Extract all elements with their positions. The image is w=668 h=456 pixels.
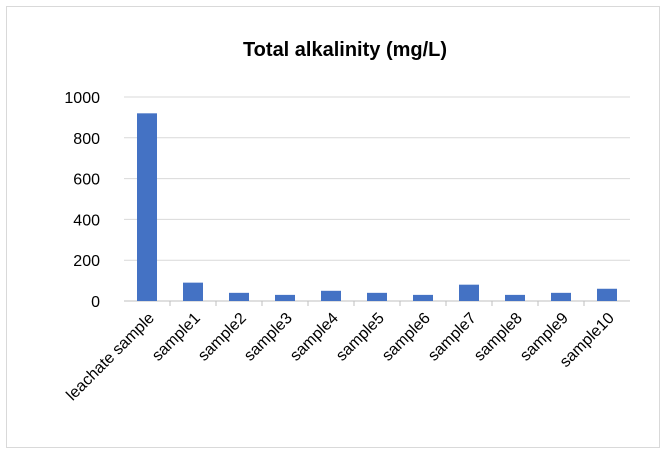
y-tick-label: 600 (73, 172, 100, 189)
bar-sample10 (597, 288, 617, 301)
x-tick-label: leachate sample (63, 310, 157, 404)
x-tick-label: sample7 (425, 310, 480, 365)
x-tick-label: sample5 (333, 310, 388, 365)
bar-sample5 (367, 292, 387, 301)
bar-sample8 (505, 294, 525, 301)
gridlines (124, 96, 630, 306)
x-tick-label: sample1 (149, 310, 204, 365)
y-tick-label: 1000 (64, 90, 100, 107)
y-axis-ticks: 0 200 400 600 800 1000 (64, 90, 100, 311)
bars (137, 113, 617, 301)
bar-sample6 (413, 294, 433, 301)
x-tick-label: sample4 (287, 310, 342, 365)
bar-sample7 (459, 284, 479, 301)
y-tick-label: 400 (73, 212, 100, 229)
y-tick-label: 800 (73, 131, 100, 148)
bar-sample2 (229, 292, 249, 301)
x-tick-label: sample2 (195, 310, 250, 365)
x-tick-label: sample3 (241, 310, 296, 365)
chart-title: Total alkalinity (mg/L) (243, 39, 447, 61)
bar-sample9 (551, 292, 571, 301)
chart-area (6, 6, 660, 448)
x-tick-label: sample6 (379, 310, 434, 365)
bar-sample3 (275, 294, 295, 301)
bar-sample4 (321, 290, 341, 301)
y-tick-label: 200 (73, 253, 100, 270)
x-tick-label: sample8 (471, 310, 526, 365)
bar-leachate-sample (137, 113, 157, 301)
bar-sample1 (183, 282, 203, 301)
x-axis-ticks: leachate samplesample1sample2sample3samp… (63, 310, 617, 404)
y-tick-label: 0 (91, 294, 100, 311)
